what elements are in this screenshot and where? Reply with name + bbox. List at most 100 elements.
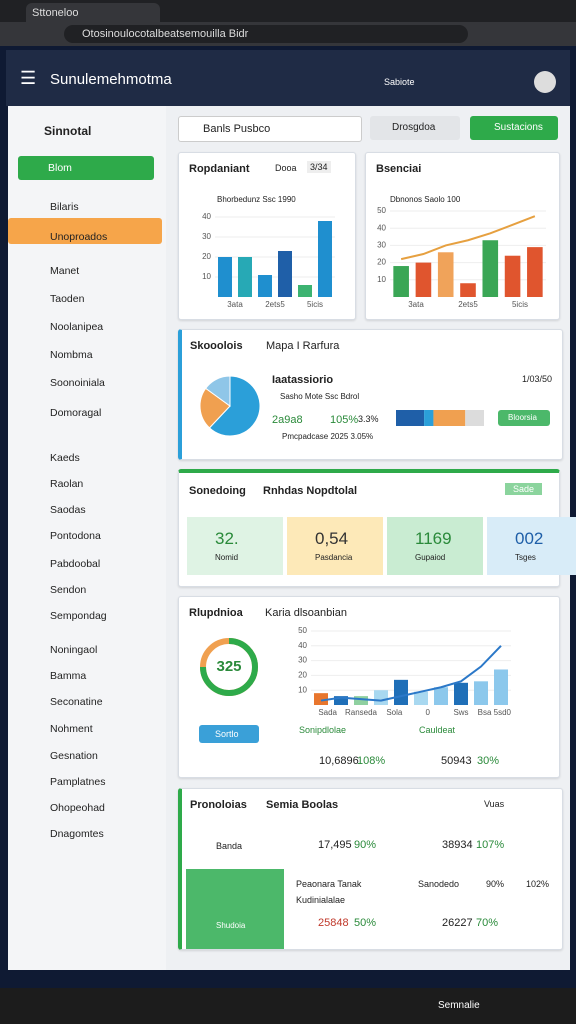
y-tick-label: 20: [202, 252, 211, 261]
label: 90%: [486, 879, 505, 889]
nav-item: Nohment: [50, 723, 93, 735]
y-tick-label: 30: [377, 241, 386, 250]
nav-item: Kaeds: [50, 452, 80, 464]
stat-label: Gupaiod: [415, 553, 446, 562]
stat-tile: 1169 Gupaiod: [387, 517, 483, 575]
bar: [278, 251, 292, 297]
card: Bsenciai Dbnonos Saolo 100 10 20 30 40 50 3at…: [365, 152, 560, 320]
nav-item: Bilaris: [50, 201, 79, 213]
y-tick-label: 20: [377, 258, 386, 267]
label: Sanodedo: [418, 879, 460, 889]
bar: [218, 257, 232, 297]
nav-item: Ohopeohad: [50, 802, 105, 814]
card: Sonedoing Rnhdas Nopdtolal Sade 32. Nomid 0…: [178, 469, 576, 587]
label: Pronoloias: [190, 799, 247, 811]
stat-tile: 32. Nomid: [187, 517, 283, 575]
search-button[interactable]: Blom: [18, 156, 154, 180]
x-tick-label: 5icis: [307, 300, 323, 309]
progress-segment: [396, 410, 425, 426]
label: Sortlo: [215, 729, 239, 739]
x-tick-label: Ranseda: [345, 708, 378, 717]
card: Skooolois Mapa I Rarfura Iaatassiorio 1/03…: [178, 329, 563, 460]
bar: [354, 696, 368, 705]
label: Sinnotal: [44, 124, 92, 138]
label: 2a9a8: [272, 414, 303, 426]
label: 10,6896: [319, 755, 359, 767]
nav-item: Pabdoobal: [50, 558, 101, 570]
element: ☰: [20, 68, 37, 88]
label: Cauldeat: [419, 725, 456, 735]
label: Iaatassiorio: [272, 374, 334, 386]
nav-item: Soonoiniala: [50, 377, 105, 389]
filter[interactable]: Drosgdoa: [370, 116, 460, 140]
stat-value: 0,54: [315, 529, 349, 548]
label: 70%: [476, 917, 499, 929]
nav-item: Sendon: [50, 584, 87, 596]
label: Rlupdnioa: [189, 607, 243, 619]
y-tick-label: 10: [202, 272, 211, 281]
label: Shudoia: [216, 921, 246, 930]
tab[interactable]: Sttoneloo: [26, 3, 160, 22]
label: 17,495: [318, 839, 352, 851]
nav-item: Nombma: [50, 349, 93, 361]
chart: 10 20 30 40 3ata 2ets5 5icis: [202, 212, 335, 309]
app-header: ☰ Sunulemehmotma Sabiote: [6, 50, 570, 106]
label: Semia Boolas: [266, 799, 339, 811]
button[interactable]: Bloorsia: [498, 410, 550, 426]
bar: [238, 257, 252, 297]
bar: [454, 682, 468, 705]
label: 3.3%: [358, 414, 379, 424]
avatar[interactable]: [534, 71, 556, 93]
label: Bloorsia: [508, 413, 537, 422]
stat-tile: 0,54 Pasdancia: [287, 517, 383, 575]
bar: [415, 262, 432, 297]
y-tick-label: 10: [298, 685, 307, 694]
label: Banls Pusbco: [203, 123, 271, 135]
nav-item: Pontodona: [50, 530, 101, 542]
label: Drosgdoa: [392, 122, 436, 133]
x-tick-label: 3ata: [408, 300, 424, 309]
label: Karia dlsoanbian: [265, 607, 347, 619]
label: 25848: [318, 917, 349, 929]
url-bar[interactable]: Otosinoulocotalbeatsemouilla Bidr: [64, 25, 468, 43]
card: Ropdaniant Dooa 3/34 Bhorbedunz Ssc 1990 …: [178, 152, 356, 320]
bar: [482, 240, 499, 297]
label: Kudinialalae: [296, 895, 346, 905]
address-row: Otosinoulocotalbeatsemouilla Bidr: [0, 22, 576, 46]
label: 3/34: [307, 161, 331, 173]
action-button[interactable]: Sustacions: [470, 116, 558, 140]
chart: 10 20 30 40 50 3ata 2ets5 5icis: [377, 206, 546, 309]
label: 108%: [357, 755, 386, 767]
x-tick-label: Sws: [453, 708, 468, 717]
bar: [394, 679, 408, 705]
stat-value: 002: [515, 529, 544, 548]
label: Bsenciai: [376, 163, 422, 175]
x-tick-label: 5icis: [512, 300, 528, 309]
stat-label: Tsges: [515, 553, 536, 562]
bar: [474, 681, 488, 705]
label: Ropdaniant: [189, 163, 250, 175]
y-tick-label: 40: [298, 641, 307, 650]
nav-item: Saodas: [50, 504, 86, 516]
stat-label: Nomid: [215, 553, 239, 562]
nav-item: Unoproados: [50, 231, 108, 243]
label: Pmcpadcase 2025 3.05%: [282, 432, 374, 441]
pie-slice: [208, 375, 261, 437]
label: 26227: [442, 917, 473, 929]
label: 102%: [526, 879, 550, 889]
label: Peaonara Tanak: [296, 879, 362, 889]
label: Otosinoulocotalbeatsemouilla Bidr: [82, 28, 249, 40]
y-tick-label: 40: [202, 212, 211, 221]
label: 50943: [441, 755, 472, 767]
label: Sonedoing: [189, 485, 246, 497]
label: Banda: [216, 841, 243, 851]
bar: [460, 283, 476, 297]
progress-segment: [424, 410, 434, 426]
stat-value: 1169: [415, 529, 452, 548]
progress-segment: [433, 410, 466, 426]
button[interactable]: Sortlo: [199, 725, 259, 743]
bar: [393, 266, 409, 297]
label: 90%: [354, 839, 377, 851]
search[interactable]: Banls Pusbco: [178, 116, 362, 142]
